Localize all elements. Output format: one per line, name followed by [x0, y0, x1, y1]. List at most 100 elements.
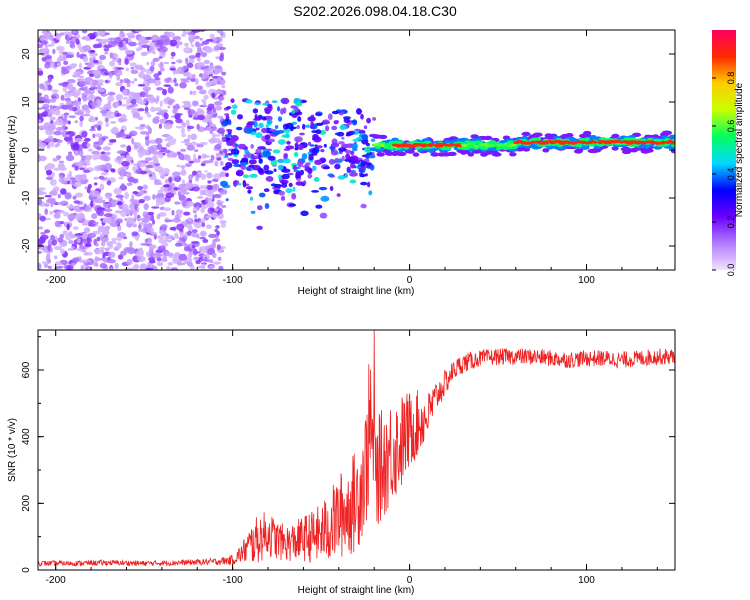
spectrogram-cell [173, 77, 177, 83]
spectrogram-cell [183, 245, 191, 252]
spectrogram-cell [60, 188, 67, 195]
spectrogram-cell [108, 240, 118, 245]
spectrogram-cell [274, 125, 279, 129]
spectrogram-cell [319, 212, 328, 219]
spectrogram-cell [354, 160, 360, 164]
spectrogram-cell [295, 173, 301, 179]
spectrogram-cell [84, 137, 91, 142]
spectrogram-cell [365, 153, 370, 157]
spectrogram-cell [116, 74, 121, 81]
spectrogram-cell [137, 185, 143, 191]
spectrogram-cell [215, 225, 220, 229]
spectrogram-cell [54, 245, 63, 251]
spectrogram-cell [199, 89, 207, 95]
spectrogram-cell [216, 244, 221, 251]
spectrogram-cell [155, 116, 160, 120]
spectrogram-cell [176, 44, 179, 49]
spectrogram-cell [51, 89, 59, 93]
spectrogram-cell [72, 195, 77, 200]
spectrogram-cell [183, 138, 191, 142]
spectrogram-cell [349, 172, 358, 177]
spectrogram-cell [100, 109, 108, 114]
spectrogram-cell [201, 160, 211, 164]
spectrogram-cell [158, 110, 164, 115]
spectrogram-cell [310, 114, 315, 119]
spectrogram-cell [185, 57, 189, 64]
spectrogram-cell [346, 166, 351, 173]
spectrogram-cell [74, 138, 83, 142]
spectrogram-cell [152, 232, 158, 235]
spectrogram-cell [267, 119, 273, 125]
spectrogram-cell [85, 108, 91, 114]
spectrogram-cell [320, 149, 325, 153]
colorbar-tick-label: 0.0 [726, 264, 736, 277]
spectrogram-cell [267, 104, 273, 109]
spectrogram-cell [287, 172, 294, 176]
spectrogram-cell [221, 71, 227, 76]
spectrogram-cell [136, 100, 146, 105]
spectrogram-cell [190, 133, 198, 141]
spectrogram-cell [186, 77, 191, 81]
spectrogram-cell [277, 116, 283, 122]
spectrogram-cell [277, 164, 284, 171]
spectrogram-cell [144, 111, 150, 115]
spectrogram-cell [99, 263, 107, 269]
spectrogram-cell [78, 75, 85, 79]
spectrogram-cell [57, 193, 61, 199]
spectrogram-cell [128, 41, 137, 47]
spectrogram-cell [196, 85, 203, 91]
snr-ytick-label: 0 [21, 567, 32, 573]
spectrogram-cell [73, 181, 82, 188]
snr-panel: -200 -100 0 100 0 200 400 600 Height of straigh… [7, 329, 676, 596]
spectrogram-cell [180, 165, 186, 170]
spectrogram-cell [115, 101, 120, 108]
spectrogram-cell [320, 195, 330, 202]
spectrogram-cell [132, 209, 137, 215]
spectrogram-cell [68, 31, 73, 38]
spectrogram-cell [57, 237, 64, 243]
spectrogram-xtick-label: 100 [578, 275, 595, 286]
spectrogram-cell [211, 241, 216, 248]
spectrogram-cell [38, 189, 43, 196]
spectrogram-cell [112, 199, 117, 203]
spectrogram-cell [167, 105, 171, 109]
spectrogram-cell [141, 40, 150, 44]
spectrogram-cell [295, 181, 305, 186]
spectrogram-cell [295, 171, 303, 175]
spectrogram-cell [378, 134, 388, 140]
spectrogram-ytick-label: 20 [21, 48, 32, 60]
spectrogram-cell [483, 135, 493, 141]
spectrogram-cell [167, 140, 176, 146]
spectrogram-cell [81, 30, 88, 34]
spectrogram-cell [230, 109, 237, 115]
spectrogram-cell [580, 145, 590, 150]
spectrogram-cell [116, 150, 126, 155]
spectrogram-cell [176, 67, 180, 74]
spectrogram-cell [333, 120, 340, 123]
spectrogram-cell [126, 145, 132, 153]
spectrogram-cell [186, 73, 193, 79]
spectrogram-cell [123, 96, 128, 100]
spectrogram-cell [280, 179, 289, 185]
spectrogram-cell [93, 176, 99, 180]
spectrogram-cell [265, 176, 274, 182]
spectrogram-cell [365, 142, 370, 147]
spectrogram-cell [138, 224, 142, 230]
spectrogram-cell [247, 189, 252, 194]
spectrogram-cell [67, 214, 76, 221]
spectrogram-cell [68, 115, 76, 119]
spectrogram-cell [262, 150, 272, 158]
spectrogram-cell [60, 68, 70, 75]
spectrogram-cell [165, 192, 175, 198]
spectrogram-cell [174, 214, 180, 220]
spectrogram-cell [38, 198, 43, 206]
spectrogram-cell [137, 228, 146, 232]
spectrogram-cell [38, 155, 47, 162]
spectrogram-cell [196, 61, 205, 69]
spectrogram-cell [125, 154, 131, 161]
spectrogram-cell [118, 176, 124, 180]
spectrogram-cell [363, 125, 368, 129]
spectrogram-cell [151, 34, 159, 42]
spectrogram-cell [171, 209, 175, 216]
spectrogram-cell [157, 245, 166, 252]
